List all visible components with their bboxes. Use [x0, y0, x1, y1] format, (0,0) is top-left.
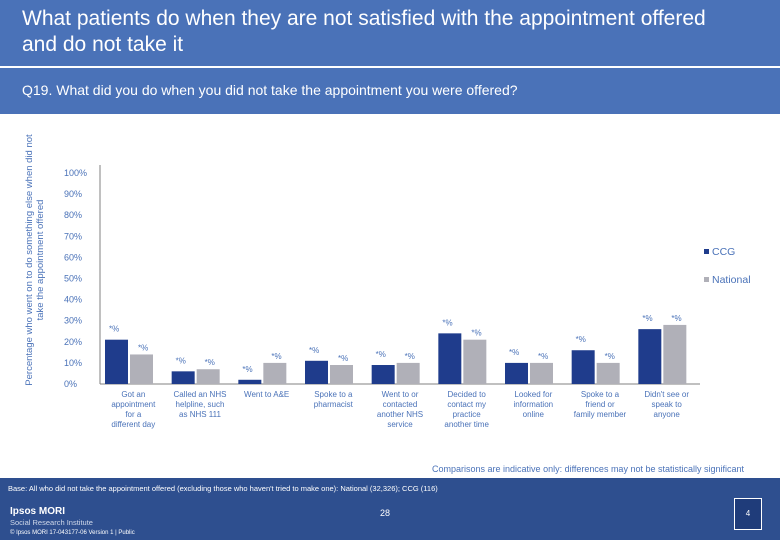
footer: Base: All who did not take the appointme… — [0, 478, 780, 540]
x-tick-label: Spoke to a friend or family member — [574, 390, 627, 419]
data-label: *% — [442, 318, 452, 327]
y-tick-label: 0% — [64, 379, 77, 389]
data-label: *% — [138, 343, 148, 352]
bar-ccg — [571, 350, 595, 384]
bar-ccg — [305, 360, 328, 384]
bar-ccg — [505, 362, 528, 384]
data-label: *% — [109, 325, 119, 334]
bar-national — [530, 362, 553, 384]
bar-national — [263, 362, 287, 384]
copyright: © Ipsos MORI 17-043177-06 Version 1 | Pu… — [10, 530, 135, 536]
y-tick-label: 100% — [64, 168, 87, 178]
x-tick-label: Looked for information online — [514, 390, 554, 419]
bar-national — [663, 324, 687, 384]
x-tick-label: Spoke to a pharmacist — [314, 390, 354, 409]
question-text: Q19. What did you do when you did not ta… — [22, 82, 518, 98]
x-tick-label: Went to or contacted another NHS service — [377, 390, 423, 429]
data-label: *% — [242, 365, 252, 374]
y-tick-label: 70% — [64, 231, 82, 241]
data-label: *% — [376, 350, 386, 359]
section-badge: 4 — [734, 498, 762, 530]
data-label: *% — [205, 358, 215, 367]
slide-title: What patients do when they are not satis… — [22, 7, 706, 56]
bar-national — [463, 339, 487, 384]
bar-ccg — [171, 371, 195, 384]
bar-ccg — [438, 333, 462, 384]
data-label: *% — [576, 335, 586, 344]
bar-ccg — [238, 379, 262, 384]
bar-ccg — [371, 365, 395, 384]
bar-ccg — [105, 339, 128, 384]
data-label: *% — [338, 354, 348, 363]
x-tick-label: Got an appointment for a different day — [111, 390, 156, 429]
bar-national — [196, 369, 220, 384]
x-tick-label: Called an NHS helpline, such as NHS 111 — [174, 390, 227, 419]
data-label: *% — [605, 352, 615, 361]
bar-chart: 0% 10% 20% 30% 40% 50% 60% 70% 80% 90% 100% *% *% Got… — [64, 165, 751, 429]
data-label: *% — [271, 352, 281, 361]
ipsos-logo: Ipsos MORI — [10, 506, 66, 517]
y-tick-label: 50% — [64, 274, 82, 284]
question-banner: Q19. What did you do when you did not ta… — [0, 66, 780, 114]
logo-subtitle: Social Research Institute — [10, 518, 93, 527]
legend-label-national: National — [712, 274, 751, 286]
x-tick-label: Decided to contact my practice another time — [444, 390, 489, 429]
data-label: *% — [538, 352, 548, 361]
y-tick-label: 80% — [64, 210, 82, 220]
data-label: *% — [176, 356, 186, 365]
data-label: *% — [309, 346, 319, 355]
bar-national — [596, 362, 620, 384]
y-tick-label: 20% — [64, 337, 82, 347]
base-footnote: Base: All who did not take the appointme… — [8, 484, 438, 493]
bar-national — [330, 365, 353, 384]
y-tick-label: 10% — [64, 358, 82, 368]
bar-national — [396, 362, 420, 384]
page-number: 28 — [380, 508, 391, 518]
bar-national — [130, 354, 153, 384]
y-tick-label: 60% — [64, 252, 82, 262]
y-tick-label: 90% — [64, 189, 82, 199]
title-banner: What patients do when they are not satis… — [0, 0, 780, 66]
legend-swatch-ccg — [704, 249, 709, 254]
legend-swatch-national — [704, 277, 709, 282]
data-label: *% — [642, 314, 652, 323]
x-tick-label: Went to A&E — [244, 390, 289, 399]
y-tick-label: 30% — [64, 316, 82, 326]
data-label: *% — [671, 314, 681, 323]
data-label: *% — [509, 348, 519, 357]
data-label: *% — [405, 352, 415, 361]
x-tick-label: Didn't see or speak to anyone — [644, 390, 689, 419]
data-label: *% — [471, 329, 481, 338]
y-tick-label: 40% — [64, 295, 82, 305]
comparison-note: Comparisons are indicative only: differe… — [432, 464, 744, 474]
legend-label-ccg: CCG — [712, 246, 735, 258]
bar-ccg — [638, 329, 662, 384]
